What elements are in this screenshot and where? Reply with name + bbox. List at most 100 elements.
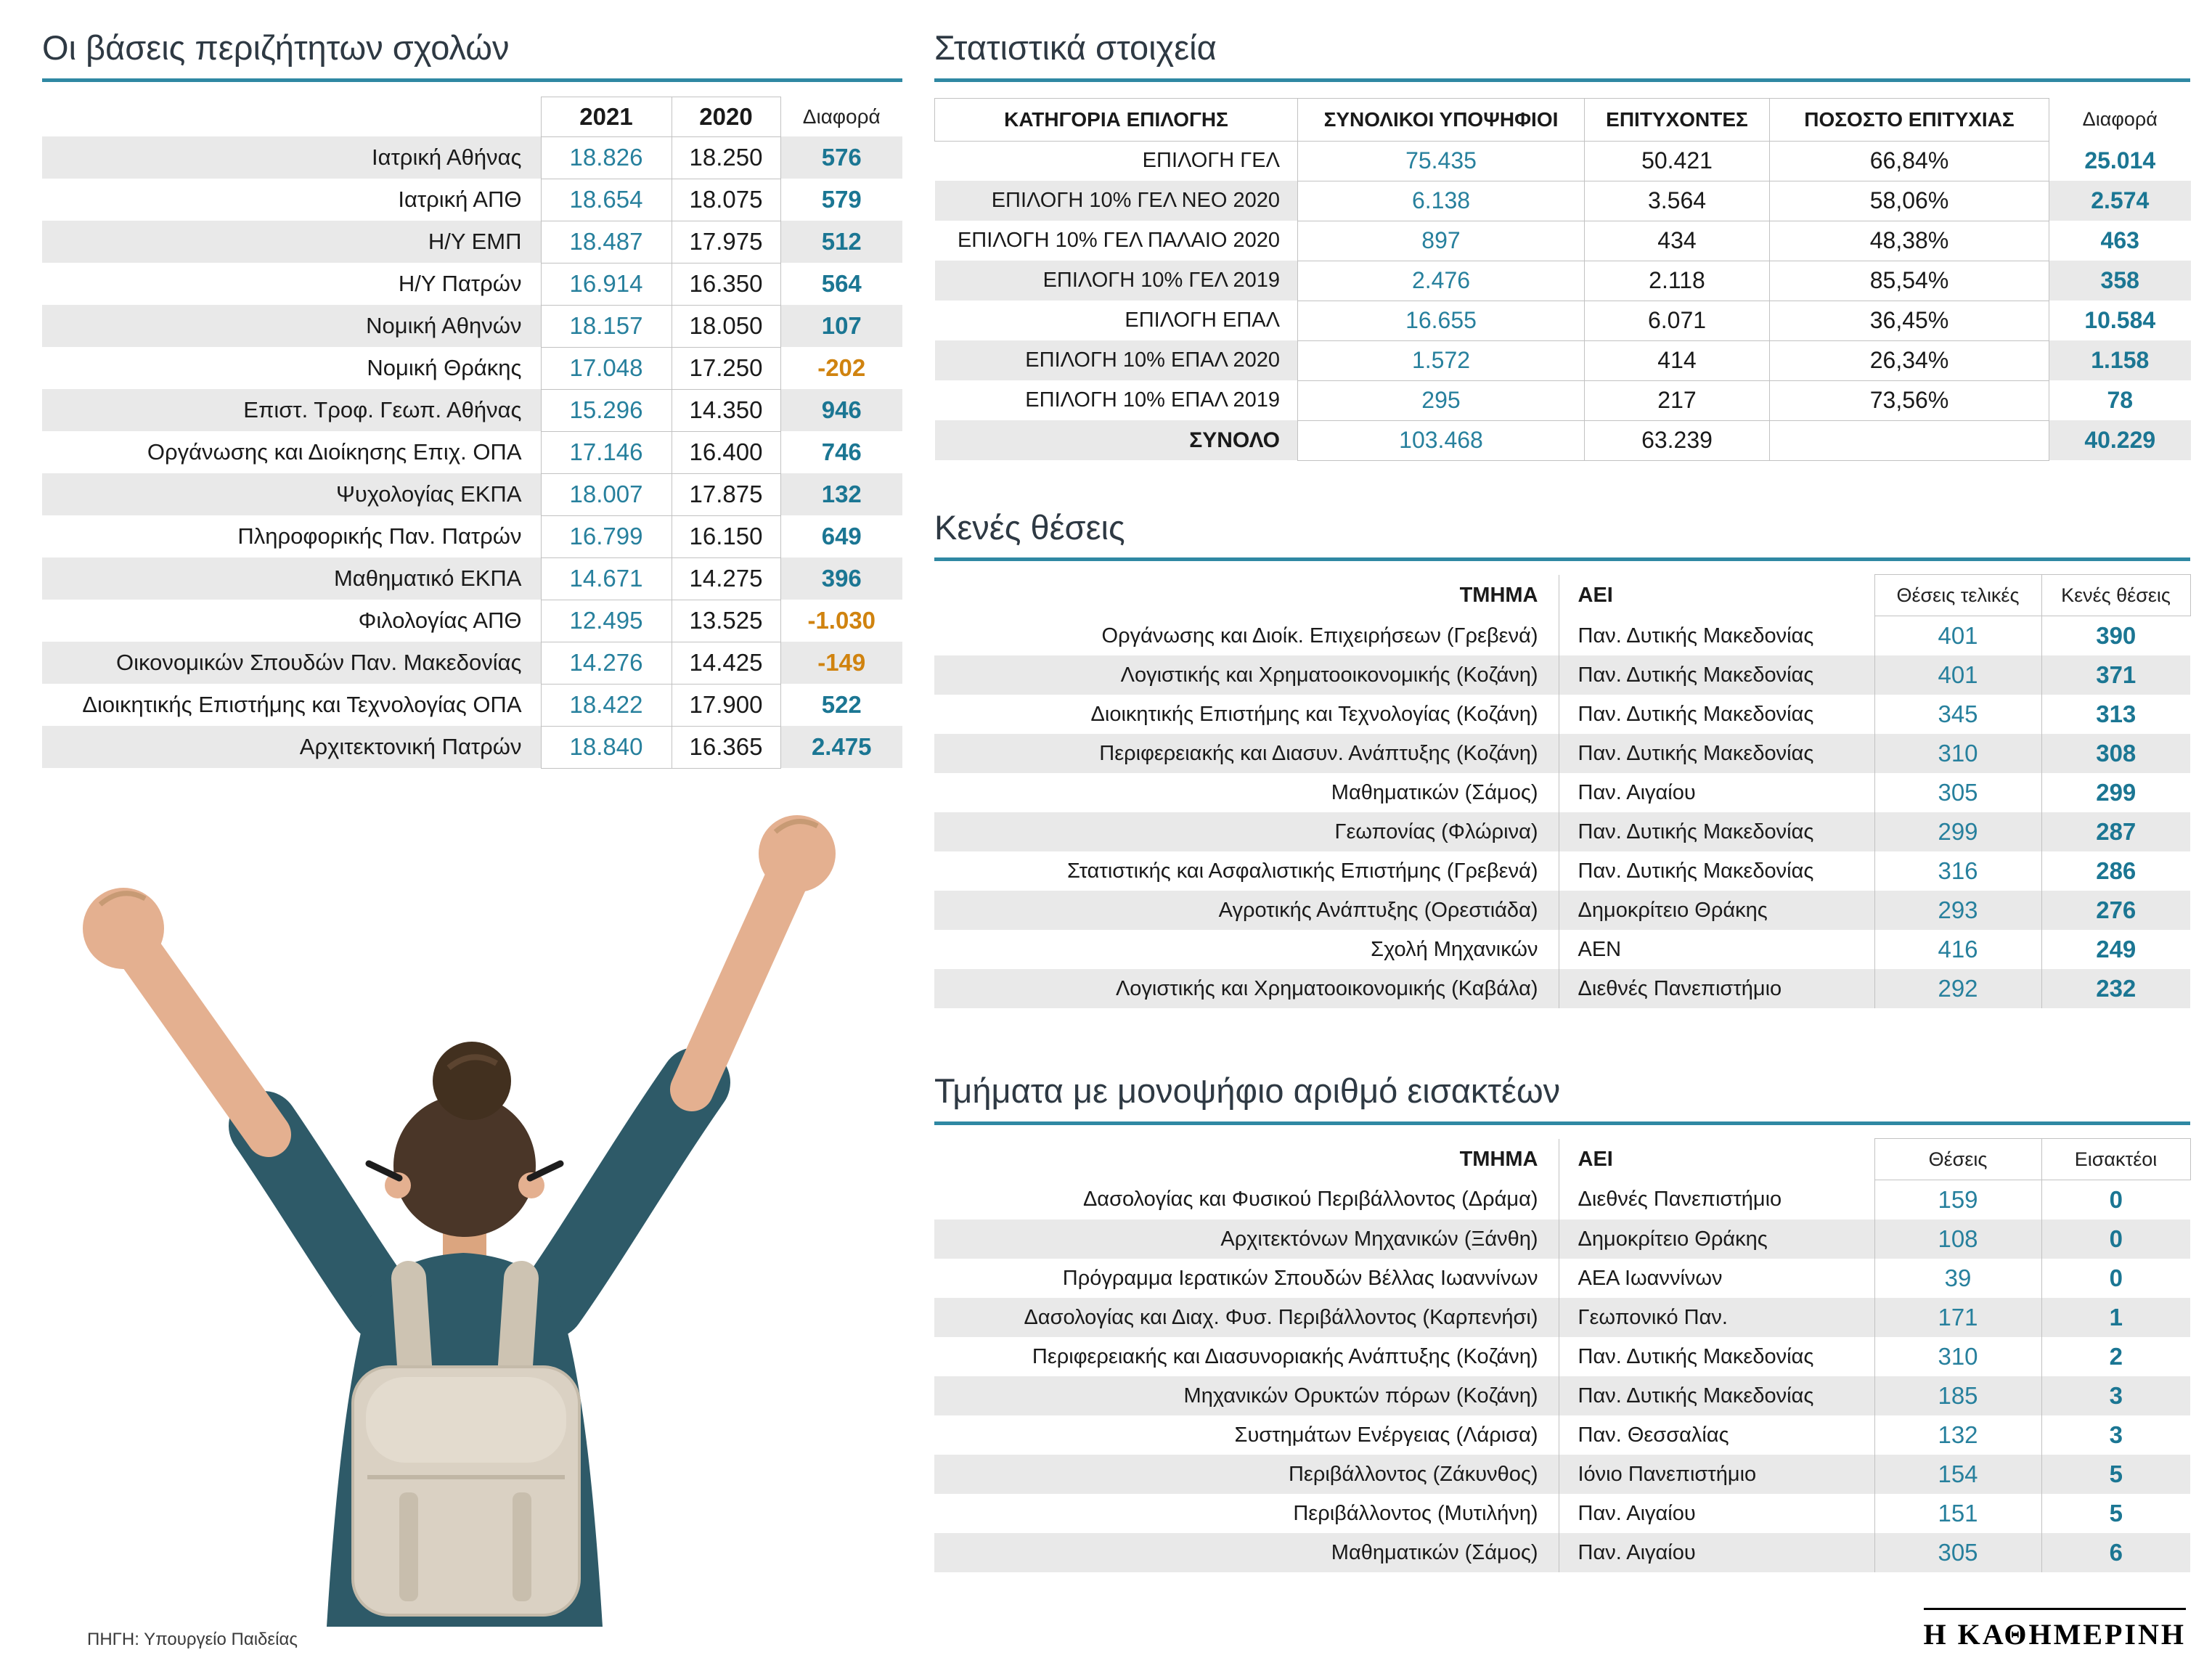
candidate-diff: 40.229 bbox=[2084, 427, 2156, 454]
school-name: Ιατρική ΑΠΘ bbox=[398, 187, 522, 213]
seats: 154 bbox=[1874, 1455, 2042, 1495]
single-digit-section-title: Τμήματα με μονοψήφιο αριθμό εισακτέων bbox=[934, 1072, 2190, 1126]
final-seats: 416 bbox=[1874, 930, 2042, 970]
table-row: Λογιστικής και Χρηματοοικονομικής (Κοζάν… bbox=[934, 655, 2190, 695]
table-row: ΕΠΙΛΟΓΗ 10% ΓΕΛ ΠΑΛΑΙΟ 2020 897 434 48,3… bbox=[935, 220, 2191, 261]
admitted-count: 5 bbox=[2109, 1460, 2123, 1488]
table-row: Δασολογίας και Φυσικού Περιβάλλοντος (Δρ… bbox=[934, 1180, 2190, 1220]
final-seats: 305 bbox=[1874, 773, 2042, 813]
table-row: Γεωπονίας (Φλώρινα) Παν. Δυτικής Μακεδον… bbox=[934, 812, 2190, 852]
candidate-diff: 78 bbox=[2107, 387, 2134, 414]
seats: 305 bbox=[1874, 1533, 2042, 1573]
hair bbox=[393, 1094, 536, 1237]
table-row: Σχολή Μηχανικών ΑΕΝ 416 249 bbox=[934, 930, 2190, 970]
score-diff: 746 bbox=[821, 438, 862, 466]
table-row: Μηχανικών Ορυκτών πόρων (Κοζάνη) Παν. Δυ… bbox=[934, 1376, 2190, 1416]
university-name: Δημοκρίτειο Θράκης bbox=[1559, 891, 1875, 931]
score-2020: 14.425 bbox=[671, 641, 781, 685]
bases-table: 2021 2020 Διαφορά Ιατρική Αθήνας 18.826 … bbox=[42, 96, 902, 769]
score-2021: 18.826 bbox=[540, 136, 672, 179]
admitted-count: 2 bbox=[2109, 1343, 2123, 1370]
table-row: Νομική Αθηνών 18.157 18.050 107 bbox=[42, 304, 902, 348]
university-name: Παν. Δυτικής Μακεδονίας bbox=[1559, 1376, 1875, 1416]
success-rate: 48,38% bbox=[1769, 220, 2049, 261]
university-name: Παν. Αιγαίου bbox=[1559, 1533, 1875, 1573]
bases-section-title: Οι βάσεις περιζήτητων σχολών bbox=[42, 29, 902, 82]
table-row: Αγροτικής Ανάπτυξης (Ορεστιάδα) Δημοκρίτ… bbox=[934, 891, 2190, 931]
seats: 151 bbox=[1874, 1494, 2042, 1534]
table-row: Αρχιτεκτόνων Μηχανικών (Ξάνθη) Δημοκρίτε… bbox=[934, 1219, 2190, 1259]
score-2020: 14.275 bbox=[671, 557, 781, 600]
score-diff: 107 bbox=[821, 312, 862, 340]
successful: 6.071 bbox=[1584, 300, 1770, 341]
department-name: Περιβάλλοντος (Ζάκυνθος) bbox=[934, 1455, 1559, 1495]
backpack bbox=[351, 1260, 581, 1617]
school-name: Ψυχολογίας ΕΚΠΑ bbox=[336, 481, 522, 507]
vacant-seats: 287 bbox=[2096, 818, 2137, 846]
score-diff: 2.475 bbox=[811, 733, 872, 761]
score-2020: 16.400 bbox=[671, 430, 781, 474]
col-header-university: ΑΕΙ bbox=[1559, 574, 1875, 616]
department-name: Μαθηματικών (Σάμος) bbox=[934, 773, 1559, 813]
university-name: Γεωπονικό Παν. bbox=[1559, 1298, 1875, 1338]
candidate-diff: 25.014 bbox=[2084, 147, 2156, 174]
score-diff: 132 bbox=[821, 481, 862, 508]
department-name: Μηχανικών Ορυκτών πόρων (Κοζάνη) bbox=[934, 1376, 1559, 1416]
score-2021: 12.495 bbox=[540, 599, 672, 642]
table-row: Μαθηματικών (Σάμος) Παν. Αιγαίου 305 299 bbox=[934, 773, 2190, 813]
raised-fist-left bbox=[83, 887, 164, 969]
department-name: Αρχιτεκτόνων Μηχανικών (Ξάνθη) bbox=[934, 1219, 1559, 1259]
seats: 159 bbox=[1874, 1180, 2042, 1220]
department-name: Οργάνωσης και Διοίκ. Επιχειρήσεων (Γρεβε… bbox=[934, 616, 1559, 656]
vacant-seats: 390 bbox=[2096, 622, 2137, 650]
university-name: Παν. Δυτικής Μακεδονίας bbox=[1559, 851, 1875, 891]
vacancies-header-row: ΤΜΗΜΑ ΑΕΙ Θέσεις τελικές Κενές θέσεις bbox=[934, 574, 2191, 617]
seats: 108 bbox=[1874, 1219, 2042, 1259]
stats-table: ΚΑΤΗΓΟΡΙΑ ΕΠΙΛΟΓΗΣ ΣΥΝΟΛΙΚΟΙ ΥΠΟΨΗΦΙΟΙ Ε… bbox=[934, 97, 2191, 461]
score-2021: 18.654 bbox=[540, 178, 672, 221]
newspaper-logo: Η ΚΑΘΗΜΕΡΙΝΗ bbox=[1923, 1608, 2186, 1651]
university-name: Παν. Δυτικής Μακεδονίας bbox=[1559, 616, 1875, 656]
col-header-university: ΑΕΙ bbox=[1559, 1138, 1875, 1180]
university-name: Παν. Θεσσαλίας bbox=[1559, 1415, 1875, 1455]
vacant-seats: 313 bbox=[2096, 700, 2137, 728]
table-row: Περιβάλλοντος (Ζάκυνθος) Ιόνιο Πανεπιστή… bbox=[934, 1455, 2190, 1495]
bases-header-row: 2021 2020 Διαφορά bbox=[42, 96, 902, 137]
score-2020: 17.975 bbox=[671, 220, 781, 263]
raised-arm-left bbox=[83, 887, 418, 1342]
table-row: ΣΥΝΟΛΟ 103.468 63.239 40.229 bbox=[934, 420, 2191, 461]
table-row: Διοικητικής Επιστήμης και Τεχνολογίας (Κ… bbox=[934, 695, 2190, 735]
score-2020: 16.150 bbox=[671, 515, 781, 558]
school-name: Η/Υ Πατρών bbox=[398, 271, 522, 297]
score-2021: 18.157 bbox=[540, 304, 672, 348]
table-row: Οργάνωσης και Διοίκ. Επιχειρήσεων (Γρεβε… bbox=[934, 616, 2190, 656]
school-name: Επιστ. Τροφ. Γεωπ. Αθήνας bbox=[243, 397, 522, 423]
university-name: Παν. Δυτικής Μακεδονίας bbox=[1559, 695, 1875, 735]
score-2020: 13.525 bbox=[671, 599, 781, 642]
seats: 185 bbox=[1874, 1376, 2042, 1416]
success-rate: 26,34% bbox=[1769, 340, 2049, 381]
table-row: Περιβάλλοντος (Μυτιλήνη) Παν. Αιγαίου 15… bbox=[934, 1494, 2190, 1534]
final-seats: 293 bbox=[1874, 891, 2042, 931]
score-2021: 18.007 bbox=[540, 473, 672, 516]
score-2021: 16.799 bbox=[540, 515, 672, 558]
col-header-category: ΚΑΤΗΓΟΡΙΑ ΕΠΙΛΟΓΗΣ bbox=[934, 97, 1298, 142]
score-2020: 14.350 bbox=[671, 388, 781, 432]
department-name: Αγροτικής Ανάπτυξης (Ορεστιάδα) bbox=[934, 891, 1559, 931]
col-header-empty bbox=[42, 97, 541, 136]
successful: 3.564 bbox=[1584, 180, 1770, 221]
score-diff: 946 bbox=[821, 396, 862, 424]
department-name: Λογιστικής και Χρηματοοικονομικής (Καβάλ… bbox=[934, 969, 1559, 1009]
left-column: Οι βάσεις περιζήτητων σχολών 2021 2020 Δ… bbox=[42, 29, 902, 1630]
score-diff: 579 bbox=[821, 186, 862, 213]
school-name: Νομική Θράκης bbox=[367, 355, 522, 381]
table-row: Οργάνωσης και Διοίκησης Επιχ. ΟΠΑ 17.146… bbox=[42, 430, 902, 474]
single-digit-section: Τμήματα με μονοψήφιο αριθμό εισακτέων ΤΜ… bbox=[934, 1072, 2191, 1573]
right-column: Στατιστικά στοιχεία ΚΑΤΗΓΟΡΙΑ ΕΠΙΛΟΓΗΣ Σ… bbox=[934, 29, 2191, 1573]
department-name: Γεωπονίας (Φλώρινα) bbox=[934, 812, 1559, 852]
raised-fist-right bbox=[759, 814, 836, 892]
score-diff: 576 bbox=[821, 144, 862, 171]
table-row: Η/Υ Πατρών 16.914 16.350 564 bbox=[42, 262, 902, 306]
candidate-diff: 1.158 bbox=[2091, 347, 2150, 374]
school-name: Νομική Αθηνών bbox=[366, 313, 522, 339]
